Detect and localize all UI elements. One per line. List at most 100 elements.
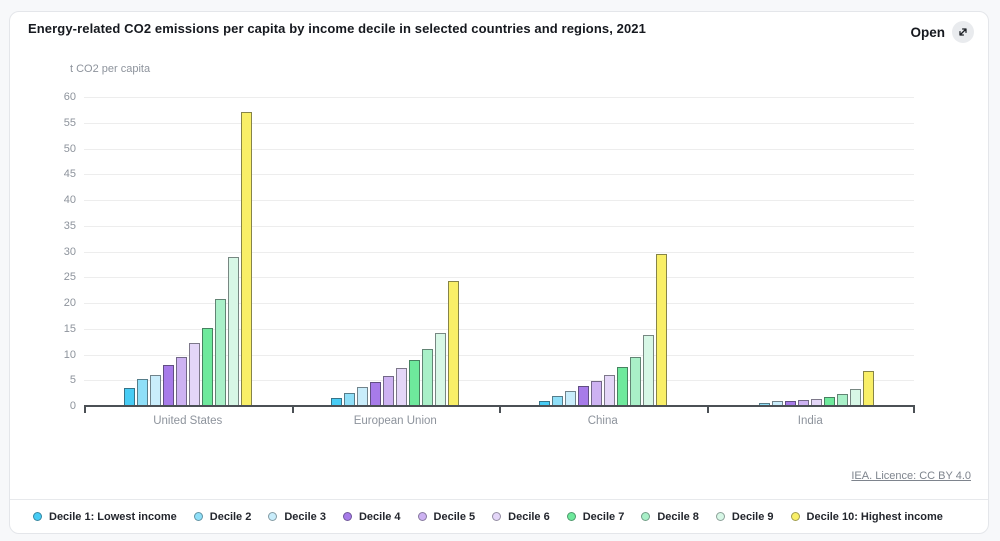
bar-india-decile-8[interactable] [837,393,849,406]
bar-india-decile-10[interactable] [863,370,875,406]
legend-dot-decile-2 [193,512,203,521]
bar-european-union-decile-7[interactable] [409,360,421,406]
bar-india-decile-5[interactable] [798,399,810,406]
bar-india-decile-9[interactable] [850,389,862,406]
y-tick-label-20: 20 [63,297,76,309]
legend-label-decile-7: Decile 7 [582,510,625,523]
legend-dot-decile-7 [566,512,576,521]
chart-title: Energy-related CO2 emissions per capita … [28,21,646,36]
x-axis-tick-0 [84,407,86,413]
bar-united-states-decile-8[interactable] [214,298,226,406]
x-axis-label-india: India [797,415,823,427]
legend-label-decile-3: Decile 3 [284,510,326,523]
legend-dot-decile-1 [33,512,42,521]
x-axis-tick-1 [291,407,294,413]
bar-china-decile-4[interactable] [577,385,589,406]
bar-european-union-decile-8[interactable] [422,349,434,406]
legend-label-decile-8: Decile 8 [657,510,699,523]
legend-dot-decile-3 [268,512,278,521]
legend-label-decile-6: Decile 6 [508,510,550,523]
bar-united-states-decile-6[interactable] [188,342,200,406]
legend-dot-decile-10 [790,512,800,521]
legend-label-decile-9: Decile 9 [731,510,774,523]
bar-india-decile-7[interactable] [824,396,836,406]
legend-label-decile-1: Decile 1: Lowest income [49,510,177,523]
legend-label-decile-5: Decile 5 [433,510,476,523]
bar-group-united-states [84,97,292,406]
bar-china-decile-1[interactable] [538,400,550,406]
legend-dot-decile-8 [641,512,651,521]
bar-european-union-decile-6[interactable] [396,368,408,406]
expand-diagonal-icon [952,21,974,43]
y-tick-label-40: 40 [63,194,76,206]
bar-european-union-decile-10[interactable] [448,281,460,406]
bar-india-decile-3[interactable] [772,401,784,406]
y-tick-label-50: 50 [63,142,76,155]
legend-item-decile-1[interactable]: Decile 1: Lowest income [33,511,177,523]
gridline-20 [84,303,914,304]
legend-dot-decile-9 [715,512,725,521]
bar-china-decile-9[interactable] [642,335,654,406]
y-tick-label-10: 10 [63,348,76,361]
legend-item-decile-5[interactable]: Decile 5 [417,510,476,523]
bar-india-decile-6[interactable] [811,398,823,406]
legend-item-decile-3[interactable]: Decile 3 [268,511,326,523]
legend-dot-decile-5 [417,512,427,521]
y-axis-unit-label: t CO2 per capita [70,63,151,75]
open-button[interactable]: Open [910,21,974,43]
bar-united-states-decile-5[interactable] [175,356,187,406]
bar-european-union-decile-4[interactable] [370,381,382,406]
bar-united-states-decile-2[interactable] [136,378,148,406]
bar-china-decile-7[interactable] [616,366,628,406]
bar-united-states-decile-9[interactable] [227,257,239,406]
gridline-50 [84,148,914,150]
bar-european-union-decile-1[interactable] [331,397,343,406]
legend-item-decile-8[interactable]: Decile 8 [641,511,699,523]
bar-china-decile-3[interactable] [564,391,576,406]
legend: Decile 1: Lowest income Decile 2 Decile 3 D… [10,499,988,533]
attribution-link[interactable]: IEA. Licence: CC BY 4.0 [851,470,971,482]
x-axis-label-united-states: United States [153,415,223,427]
bar-united-states-decile-7[interactable] [201,327,213,406]
bar-china-decile-6[interactable] [603,374,615,406]
bar-united-states-decile-4[interactable] [162,365,174,406]
bar-china-decile-2[interactable] [551,396,563,406]
legend-label-decile-10: Decile 10: Highest income [806,510,943,523]
attribution: IEA. Licence: CC BY 4.0 [851,470,971,482]
open-button-label: Open [910,24,945,40]
gridline-55 [84,122,914,124]
bar-china-decile-8[interactable] [629,356,641,406]
legend-item-decile-10[interactable]: Decile 10: Highest income [790,510,943,523]
legend-item-decile-2[interactable]: Decile 2 [193,510,252,523]
bar-united-states-decile-10[interactable] [240,112,252,406]
bar-european-union-decile-2[interactable] [344,392,356,406]
bar-china-decile-10[interactable] [655,253,667,406]
bar-european-union-decile-5[interactable] [383,376,395,406]
bar-united-states-decile-1[interactable] [123,388,135,406]
gridline-10 [84,354,914,356]
y-tick-label-45: 45 [63,168,76,181]
y-tick-label-35: 35 [63,219,76,232]
legend-dot-decile-6 [492,512,502,521]
gridline-15 [84,328,914,330]
legend-item-decile-4[interactable]: Decile 4 [342,510,401,523]
bar-india-decile-4[interactable] [785,400,797,406]
y-tick-label-5: 5 [69,374,76,387]
legend-item-decile-9[interactable]: Decile 9 [715,510,774,523]
chart-card: Energy-related CO2 emissions per capita … [9,11,989,534]
legend-label-decile-4: Decile 4 [358,510,401,523]
bar-group-european-union [292,97,500,406]
legend-item-decile-6[interactable]: Decile 6 [492,511,550,523]
bar-india-decile-2[interactable] [759,402,771,406]
bar-european-union-decile-9[interactable] [435,333,447,406]
legend-item-decile-7[interactable]: Decile 7 [566,510,625,523]
bar-united-states-decile-3[interactable] [149,374,161,406]
bar-china-decile-5[interactable] [590,381,602,406]
x-axis-line [84,405,915,407]
x-axis-labels: United States European Union China India [84,415,914,427]
gridline-40 [84,200,914,201]
y-tick-label-60: 60 [63,91,76,103]
bar-european-union-decile-3[interactable] [357,386,369,406]
legend-label-decile-2: Decile 2 [209,510,252,523]
gridline-5 [84,380,914,382]
